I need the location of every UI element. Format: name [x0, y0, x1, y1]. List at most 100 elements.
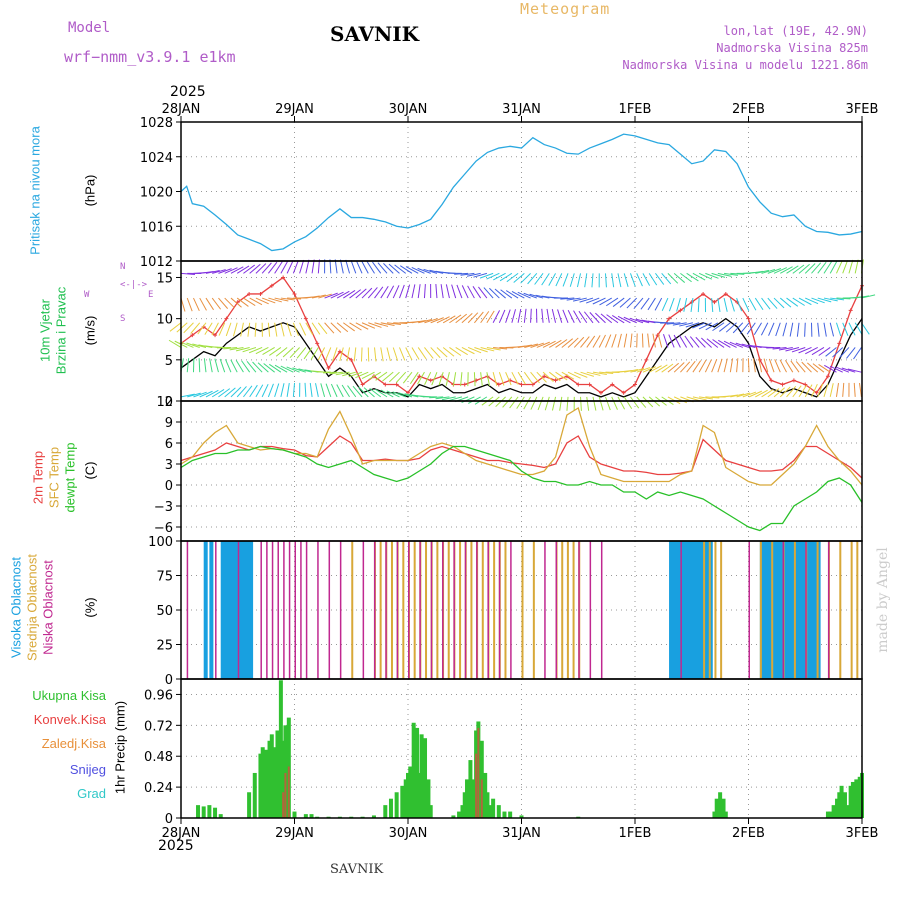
wind-arrow [605, 297, 619, 307]
wind-arrow [591, 273, 594, 288]
wind-arrow [509, 396, 519, 409]
wind-arrow [330, 291, 344, 299]
legend-total-rain: Ukupna Kisa [32, 688, 106, 703]
wind-arrow [561, 338, 574, 348]
wind-arrow [451, 284, 457, 299]
wind-arrow [339, 259, 344, 274]
wind-arrow [586, 396, 590, 411]
wind-arrow [604, 273, 607, 288]
wind-arrow [530, 308, 532, 323]
wind-arrow [642, 366, 656, 373]
wind-arrow [655, 273, 665, 285]
wind-arrow [372, 261, 382, 274]
wind-arrow [536, 341, 550, 348]
cloud-bar-high [694, 541, 699, 679]
wind-arrow [698, 272, 713, 280]
wind-arrow [786, 386, 797, 398]
wind-arrow [440, 284, 444, 299]
precip-bar-total [718, 792, 723, 818]
wind-arrow [392, 391, 406, 398]
gust-marker [394, 382, 399, 387]
wind-arrow [680, 361, 691, 373]
wind-arrow [224, 267, 238, 274]
precip-bar-total [388, 798, 393, 818]
precip-bar-total [508, 811, 513, 818]
wind-arrow [755, 269, 770, 274]
wind-arrow [318, 293, 332, 299]
wind-arrow [534, 273, 544, 285]
wind-arrow [698, 359, 707, 373]
wind-arrow [299, 259, 305, 274]
wind-arrow [520, 272, 531, 284]
cloud-bar-high [765, 541, 770, 679]
wind-arrow [436, 316, 450, 324]
wind-arrow [661, 273, 672, 285]
wind-arrow [549, 339, 562, 348]
wind-arrow [486, 346, 501, 351]
wind-arrow [630, 368, 645, 373]
wind-arrow [467, 312, 479, 324]
xtick-label-bottom: 28JAN [162, 826, 201, 841]
wind-arrow [355, 322, 369, 330]
ytick-label-temp: 6 [165, 437, 173, 452]
wind-arrow [303, 347, 313, 360]
wind-arrow [711, 358, 718, 373]
cloud-bar-low [288, 541, 291, 679]
wind-arrow [368, 322, 382, 328]
precip-bar-conv [284, 772, 287, 818]
wind-arrow [705, 272, 719, 279]
legend-graupel: Grad [77, 786, 106, 801]
wind-arrow [336, 384, 344, 398]
wind-arrow [686, 272, 699, 282]
wind-arrow [472, 286, 482, 299]
gust-marker [326, 366, 331, 371]
wind-arrow [311, 294, 326, 299]
wind-arrow [806, 362, 819, 373]
precip-bar-total [837, 792, 842, 818]
wind-arrow [739, 322, 750, 334]
wind-arrow [530, 396, 538, 410]
wind-arrow [240, 322, 244, 337]
wind-arrow [729, 297, 735, 312]
cloud-bar-high [203, 541, 208, 679]
wind-arrow [589, 312, 600, 324]
wind-arrow [719, 322, 731, 332]
wind-arrow [523, 396, 532, 410]
wind-arrow [374, 286, 384, 299]
wind-arrow [247, 322, 251, 337]
cloud-bar-mid [771, 541, 774, 679]
wind-arrow [411, 284, 416, 299]
wind-arrow [499, 272, 513, 282]
wind-arrow [798, 384, 808, 398]
cloud-bar-high [810, 541, 815, 679]
wind-arrow [186, 358, 190, 373]
wind-arrow [417, 347, 427, 360]
precip-bar-total [218, 814, 223, 818]
wind-arrow [296, 347, 307, 359]
wind-arrow [546, 308, 550, 323]
cloud-bar-mid [856, 541, 859, 679]
wind-arrow [606, 314, 619, 324]
compass-s: S [120, 314, 126, 324]
gust-marker [269, 283, 274, 288]
ytick-label-precip: 0.96 [144, 688, 173, 703]
wind-arrow [489, 287, 500, 299]
wind-arrow [209, 358, 213, 373]
wind-arrow [187, 392, 201, 398]
wind-arrow [486, 310, 495, 324]
wind-arrow [236, 265, 250, 274]
wind-arrow [753, 358, 756, 373]
cloud-bar-low [260, 541, 262, 679]
wind-arrow [573, 336, 585, 348]
cloud-bar-high [674, 541, 679, 679]
wind-arrow [353, 347, 357, 362]
wind-arrow [455, 347, 468, 356]
wind-arrow [542, 340, 556, 348]
precip-bar-total [371, 815, 376, 818]
gust-marker [303, 316, 308, 321]
wind-arrow [355, 260, 363, 274]
wind-arrow [405, 284, 411, 299]
xtick-label-bottom: 31JAN [502, 826, 541, 841]
wind-arrow [348, 371, 363, 378]
wind-arrow [392, 347, 399, 361]
